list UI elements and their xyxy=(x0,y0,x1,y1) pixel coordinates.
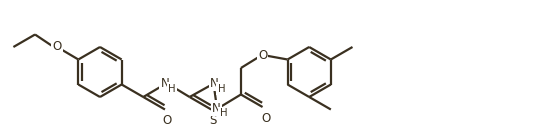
Text: H: H xyxy=(220,108,227,118)
Text: S: S xyxy=(209,115,217,128)
Text: O: O xyxy=(261,112,270,125)
Text: O: O xyxy=(52,41,62,53)
Text: H: H xyxy=(168,84,176,94)
Text: N: N xyxy=(210,77,218,90)
Text: N: N xyxy=(161,77,169,90)
Text: O: O xyxy=(258,49,267,62)
Text: H: H xyxy=(217,84,225,94)
Text: N: N xyxy=(212,101,221,115)
Text: O: O xyxy=(162,115,171,128)
